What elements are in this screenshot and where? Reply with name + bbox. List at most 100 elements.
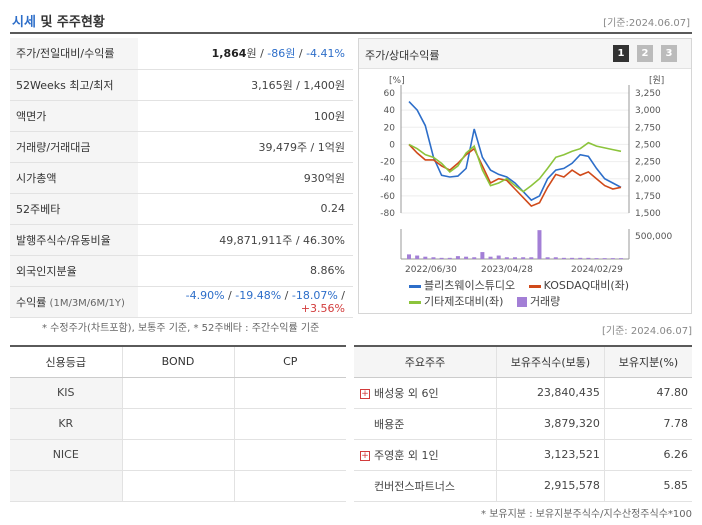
chart-page-1-button[interactable]: 1 bbox=[613, 45, 629, 62]
volume-bar bbox=[521, 257, 526, 259]
volume-bar bbox=[496, 255, 501, 259]
pct-cell: 7.78 bbox=[604, 408, 692, 440]
holder-name-cell: 배용준 bbox=[354, 408, 498, 440]
volume-bar bbox=[619, 258, 623, 259]
table-header-row: 주요주주 보유주식수(보통) 보유지분(%) bbox=[354, 346, 692, 378]
holder-name-cell: + 배성웅 외 6인 bbox=[354, 377, 498, 409]
table-row: 거래량/거래대금 39,479주 / 1억원 bbox=[10, 131, 353, 163]
price-note: * 수정주가(차트포함), 보통주 기준, * 52주베타 : 주간수익률 기준 bbox=[42, 323, 320, 334]
agency-cell: KR bbox=[10, 408, 123, 440]
right-tick-label: 2,500 bbox=[635, 140, 661, 150]
table-row: 컨버전스파트너스 2,915,578 5.85 bbox=[354, 470, 692, 502]
left-tick-label: -20 bbox=[380, 158, 395, 168]
column-header: CP bbox=[234, 346, 346, 378]
series-line-2 bbox=[408, 141, 622, 193]
volume-bar bbox=[529, 257, 534, 259]
agency-cell: KIS bbox=[10, 377, 123, 409]
legend-swatch bbox=[409, 300, 421, 304]
cp-cell bbox=[234, 377, 346, 409]
chart-page-2-button[interactable]: 2 bbox=[637, 45, 653, 62]
table-row: 외국인지분율 8.86% bbox=[10, 255, 353, 287]
cp-cell bbox=[234, 439, 346, 471]
base-date: [기준:2024.06.07] bbox=[603, 18, 690, 29]
right-tick-label: 2,000 bbox=[635, 175, 661, 185]
pct-cell: 5.85 bbox=[604, 470, 692, 502]
right-tick-label: 1,500 bbox=[635, 209, 661, 219]
legend-row-1: 블리츠웨이스튜디오 KOSDAQ대비(좌) bbox=[409, 277, 679, 293]
chart-page-3-button[interactable]: 3 bbox=[661, 45, 677, 62]
row-label: 액면가 bbox=[10, 100, 138, 132]
row-value: 49,871,911주 / 46.30% bbox=[138, 224, 353, 256]
volume-bar bbox=[472, 257, 477, 259]
stock-chart: [%] [원] 60 40 20 0 -20 -40 -60 -80 3,250 3,000 2,750… bbox=[380, 75, 672, 275]
column-header: BOND bbox=[122, 346, 235, 378]
row-label: 주가/전일대비/수익률 bbox=[10, 38, 138, 70]
row-value: 100원 bbox=[138, 100, 353, 132]
volume-bar bbox=[488, 256, 493, 259]
volume-bar bbox=[586, 257, 591, 259]
table-row: KIS bbox=[10, 377, 346, 409]
table-row: + 배성웅 외 6인 23,840,435 47.80 bbox=[354, 377, 692, 409]
holders-note: * 보유지분 : 보유지분주식수/지수산정주식수*100 bbox=[481, 509, 692, 520]
left-tick-label: 0 bbox=[389, 140, 395, 150]
table-header-row: 신용등급 BOND CP bbox=[10, 346, 346, 378]
row-value: 930억원 bbox=[138, 162, 353, 194]
right-tick-label: 3,000 bbox=[635, 106, 661, 116]
left-tick-label: 60 bbox=[384, 89, 396, 99]
expand-icon[interactable]: + bbox=[360, 450, 370, 461]
right-tick-label: 1,750 bbox=[635, 192, 661, 202]
left-tick-label: -80 bbox=[380, 209, 395, 219]
legend-swatch bbox=[516, 297, 527, 307]
volume-bar bbox=[537, 230, 542, 259]
table-row bbox=[10, 470, 346, 502]
shares-cell: 23,840,435 bbox=[496, 377, 605, 409]
volume-bar bbox=[455, 256, 460, 259]
row-label: 외국인지분율 bbox=[10, 255, 138, 287]
chart-title: 주가/상대수익률 bbox=[365, 49, 440, 62]
volume-bar bbox=[447, 257, 452, 259]
bond-cell bbox=[122, 439, 235, 471]
volume-bar bbox=[415, 255, 420, 259]
volume-bar bbox=[464, 256, 469, 259]
price-table: 주가/전일대비/수익률 1,864원 / -86원 / -4.41% 52Wee… bbox=[10, 38, 353, 318]
table-row: 시가총액 930억원 bbox=[10, 162, 353, 194]
left-tick-label: -60 bbox=[380, 192, 395, 202]
volume-bar bbox=[578, 257, 583, 259]
shares-cell: 3,123,521 bbox=[496, 439, 605, 471]
table-row: NICE bbox=[10, 439, 346, 471]
volume-bar bbox=[553, 257, 558, 259]
column-header: 보유주식수(보통) bbox=[496, 346, 605, 378]
legend-item-industry: 기타제조대비(좌) bbox=[409, 293, 503, 309]
volume-bar bbox=[561, 257, 566, 259]
holder-name-cell: 컨버전스파트너스 bbox=[354, 470, 498, 502]
chart-panel: 주가/상대수익률 1 2 3 [%] [원] 60 40 20 0 -20 -40 -60 -80… bbox=[358, 38, 692, 314]
table-row: 52Weeks 최고/최저 3,165원 / 1,400원 bbox=[10, 69, 353, 101]
volume-bar bbox=[504, 257, 509, 259]
table-row: + 주영훈 외 1인 3,123,521 6.26 bbox=[354, 439, 692, 471]
bond-cell bbox=[122, 377, 235, 409]
chart-header: 주가/상대수익률 1 2 3 bbox=[359, 39, 691, 69]
volume-bar bbox=[431, 257, 436, 259]
table-row: 발행주식수/유동비율 49,871,911주 / 46.30% bbox=[10, 224, 353, 256]
section-header: 시세 및 주주현황 [기준:2024.06.07] bbox=[10, 8, 692, 34]
left-axis-unit: [%] bbox=[389, 76, 405, 86]
cp-cell bbox=[234, 408, 346, 440]
row-value: 39,479주 / 1억원 bbox=[138, 131, 353, 163]
row-label: 52주베타 bbox=[10, 193, 138, 225]
row-label: 발행주식수/유동비율 bbox=[10, 224, 138, 256]
row-value: 8.86% bbox=[138, 255, 353, 287]
credit-base-date: [기준: 2024.06.07] bbox=[601, 326, 692, 337]
right-tick-label: 2,750 bbox=[635, 123, 661, 133]
right-axis-unit: [원] bbox=[649, 75, 664, 86]
credit-rating-table: 신용등급 BOND CP KIS KR NICE bbox=[10, 345, 346, 502]
table-row: 수익률 (1M/3M/6M/1Y) -4.90% / -19.48% / -18… bbox=[10, 286, 353, 318]
bond-cell bbox=[122, 408, 235, 440]
series-line-0 bbox=[408, 101, 622, 202]
x-tick-label: 2024/02/29 bbox=[571, 265, 623, 275]
volume-bar bbox=[513, 257, 517, 259]
shares-cell: 2,915,578 bbox=[496, 470, 605, 502]
right-tick-label: 2,250 bbox=[635, 158, 661, 168]
expand-icon[interactable]: + bbox=[360, 388, 370, 399]
left-tick-label: -40 bbox=[380, 175, 395, 185]
volume-bar bbox=[407, 254, 411, 259]
